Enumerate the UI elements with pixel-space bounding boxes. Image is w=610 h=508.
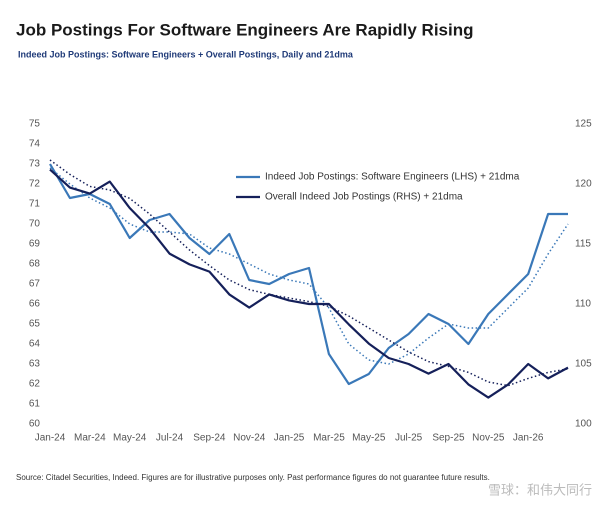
y-tick-label: 67 <box>29 279 41 290</box>
x-tick-label: Nov-24 <box>233 433 266 444</box>
x-tick-label: Mar-24 <box>74 433 106 444</box>
y-tick-label: 61 <box>29 399 41 410</box>
y2-tick-label: 120 <box>575 179 592 190</box>
x-tick-label: Nov-25 <box>472 433 505 444</box>
x-tick-label: Jan-25 <box>274 433 305 444</box>
y-tick-label: 65 <box>29 319 41 330</box>
watermark: 雪球：和伟大同行 <box>488 482 592 497</box>
y2-tick-label: 105 <box>575 359 592 370</box>
ma-line <box>49 167 569 365</box>
y-tick-label: 68 <box>29 259 41 270</box>
series-line <box>49 168 569 399</box>
y-tick-label: 66 <box>29 299 41 310</box>
y2-tick-label: 110 <box>575 299 591 310</box>
chart-title: Job Postings For Software Engineers Are … <box>16 20 474 39</box>
y-tick-label: 73 <box>29 159 41 170</box>
ma-line <box>49 159 569 387</box>
y-tick-label: 63 <box>29 359 41 370</box>
x-tick-label: Jan-24 <box>35 433 66 444</box>
y-tick-label: 74 <box>29 139 41 150</box>
x-tick-label: May-24 <box>113 433 147 444</box>
chart-subtitle: Indeed Job Postings: Software Engineers … <box>18 49 354 59</box>
y-tick-label: 62 <box>29 379 41 390</box>
x-tick-label: Jul-25 <box>395 433 423 444</box>
y-tick-label: 70 <box>29 219 41 230</box>
y-tick-label: 69 <box>29 239 41 250</box>
x-tick-label: Sep-25 <box>432 433 465 444</box>
y-tick-label: 72 <box>29 179 41 190</box>
x-tick-label: Jan-26 <box>513 433 544 444</box>
y2-tick-label: 100 <box>575 419 592 430</box>
y-tick-label: 60 <box>29 419 41 430</box>
x-tick-label: May-25 <box>352 433 386 444</box>
x-tick-label: Jul-24 <box>156 433 184 444</box>
y2-tick-label: 125 <box>575 119 592 130</box>
y-tick-label: 75 <box>29 119 41 130</box>
legend-label: Indeed Job Postings: Software Engineers … <box>265 172 520 183</box>
y-tick-label: 71 <box>29 199 41 210</box>
y2-tick-label: 115 <box>575 239 591 250</box>
legend-label: Overall Indeed Job Postings (RHS) + 21dm… <box>265 192 463 203</box>
y-tick-label: 64 <box>29 339 41 350</box>
x-tick-label: Mar-25 <box>313 433 345 444</box>
x-tick-label: Sep-24 <box>193 433 226 444</box>
series-line <box>49 163 568 386</box>
source-note: Source: Citadel Securities, Indeed. Figu… <box>16 473 490 482</box>
